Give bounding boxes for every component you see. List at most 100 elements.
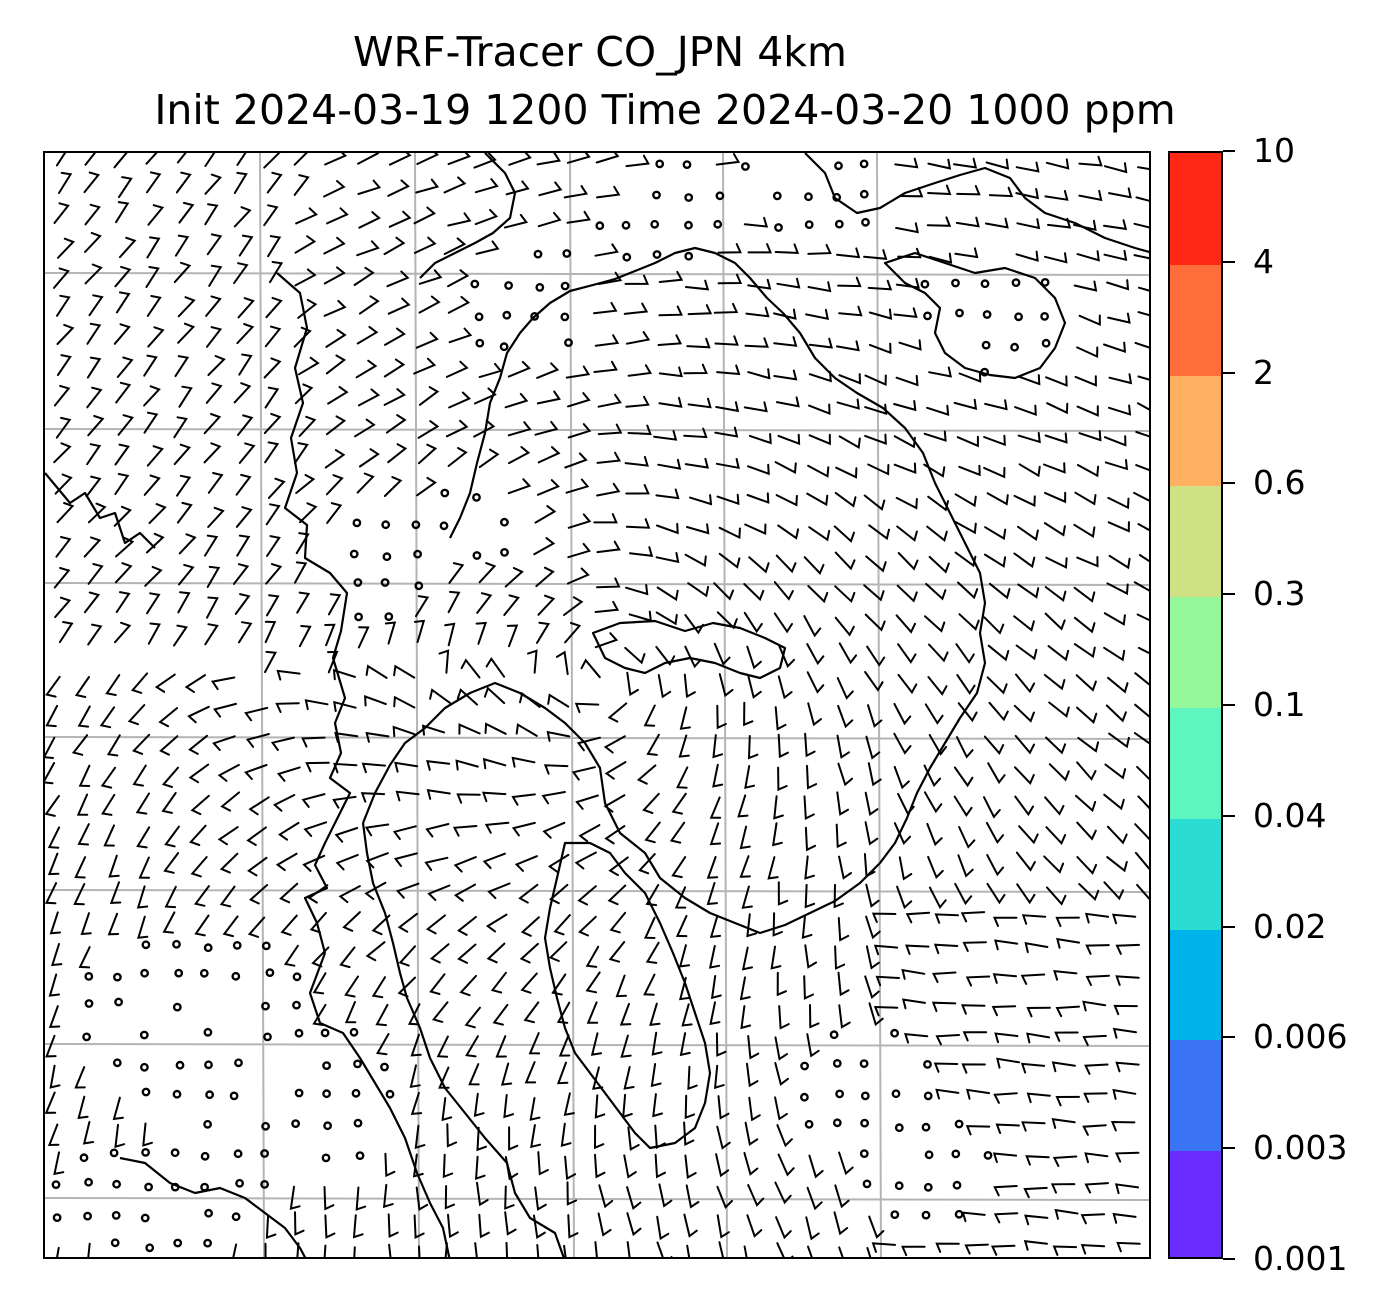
wind-barb [678,734,690,758]
wind-barb [713,642,731,666]
wind-barb [747,368,771,380]
wind-barb [332,795,357,809]
wind-barb [957,702,978,723]
wind-barb [689,494,713,506]
wind-barb [416,476,437,497]
wind-barb [903,1032,929,1044]
wind-barb [923,791,943,814]
wind-barb [265,1214,277,1240]
wind-barb [865,735,881,760]
wind-barb [219,885,236,908]
wind-barb [987,762,1006,785]
wind-barb [164,885,177,909]
wind-barb [712,763,724,788]
wind-barb [1023,1240,1048,1251]
calm-circle [84,972,94,981]
wind-barb [504,392,529,409]
wind-barb [988,582,1011,600]
wind-barb [1083,1092,1108,1103]
wind-barb [277,821,300,841]
wind-barb [898,339,922,351]
wind-barb [1136,402,1149,411]
wind-barb [1078,155,1103,167]
wind-barb [482,852,506,869]
calm-circle [113,972,122,982]
wind-barb [741,885,753,909]
wind-barb [777,1153,795,1177]
wind-barb [210,676,236,691]
wind-barb [132,764,147,787]
wind-barb [57,237,75,259]
wind-barb [657,334,683,346]
calm-circle [860,1118,869,1128]
calm-circle [533,249,543,259]
wind-barb [962,1031,988,1042]
wind-barb [1136,613,1149,622]
wind-barb [323,236,346,255]
wind-barb [746,492,770,504]
wind-barb [671,792,687,815]
wind-barb [537,1151,549,1176]
wind-barb [623,1066,635,1090]
wind-barb [1105,704,1127,723]
wind-barb [163,852,180,874]
wind-barb [686,523,710,535]
wind-barb [774,1096,788,1121]
wind-barb [645,941,660,964]
wind-barb [453,856,477,873]
wind-barb [1015,161,1040,173]
wind-barb [746,1214,763,1238]
wind-barb [49,911,61,935]
wind-barb [1076,464,1100,478]
wind-barb [410,1091,423,1116]
calm-circle [475,338,485,348]
wind-barb [564,1155,577,1181]
wind-barb [519,942,539,964]
wind-barb [737,794,749,818]
wind-barb [448,562,465,584]
colorbar [1168,151,1223,1259]
wind-barb [413,206,436,225]
wind-barb [958,826,976,849]
wind-barb [965,1125,991,1136]
wind-barb [327,385,349,405]
wind-barb [1073,586,1096,603]
wind-barb [1108,554,1131,570]
calm-circle [173,1238,183,1248]
wind-barb [927,495,949,512]
wind-barb [86,443,102,466]
wind-barb [294,561,308,584]
wind-barb [928,366,952,378]
wind-barb [460,658,481,679]
wind-barb [474,178,499,194]
calm-circle [381,520,391,530]
wind-barb [777,881,789,906]
wind-barb [1104,459,1129,471]
wind-barb [955,216,980,228]
wind-barb [495,1035,507,1058]
wind-barb [212,735,236,751]
wind-barb [1078,314,1101,327]
wind-barb [263,357,282,379]
wind-barb [511,756,536,768]
wind-barb [1051,1117,1076,1129]
wind-barb [767,856,779,880]
colorbar-tick-label: 2 [1253,352,1274,392]
wind-barb [686,1244,691,1257]
wind-barb [748,433,772,445]
colorbar-tick [1223,150,1235,152]
map-panel[interactable] [43,151,1151,1259]
calm-circle [320,1028,330,1038]
colorbar-segment [1170,374,1221,487]
meridian-line [876,153,882,1257]
wind-barb [985,158,1010,170]
wind-barb [507,360,531,378]
wind-barb [774,1036,788,1061]
wind-barb [344,975,359,998]
wind-barb [364,695,387,707]
wind-barb [417,443,438,465]
wind-barb [548,941,568,962]
wind-barb [683,427,708,439]
wind-barb [565,478,590,494]
wind-barb [926,404,950,417]
